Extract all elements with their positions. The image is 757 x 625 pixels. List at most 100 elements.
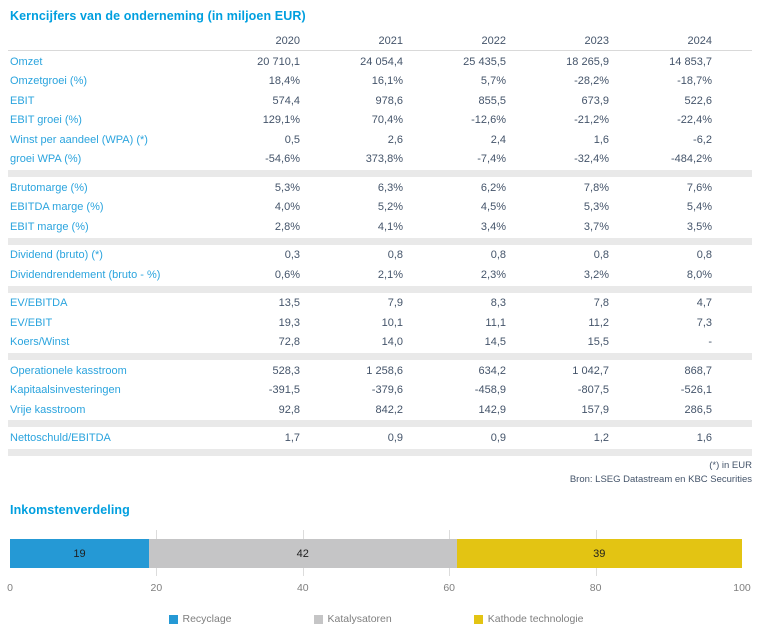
row-label-nettoschuld-ebitda: Nettoschuld/EBITDA (10, 432, 111, 445)
legend-label: Kathode technologie (487, 613, 584, 625)
key-figures-table: 2020 2021 2022 2023 2024 Omzet 20 710,1 24 054… (8, 31, 752, 456)
row-label-operationele-kasstroom: Operationele kasstroom (10, 364, 127, 377)
row-label-koers-winst: Koers/Winst (10, 336, 70, 349)
cell-value: 0,8 (593, 249, 609, 262)
cell-value: 70,4% (371, 114, 403, 127)
cell-value: -18,7% (677, 75, 712, 88)
cell-value: 3,4% (480, 220, 506, 233)
row-label-ev-ebit: EV/EBIT (10, 316, 53, 329)
section-divider (8, 352, 752, 360)
income-distribution-title: Inkomstenverdeling (10, 503, 130, 518)
cell-value: 1,7 (284, 432, 300, 445)
cell-value: 5,7% (480, 75, 506, 88)
cell-value: 157,9 (581, 403, 609, 416)
key-figures-title: Kerncijfers van de onderneming (in miljo… (10, 9, 306, 23)
section-divider (8, 237, 752, 245)
table-row: Dividend (bruto) (*) 0,3 0,8 0,8 0,8 0,8 (8, 246, 752, 265)
cell-value: 18,4% (268, 75, 300, 88)
year-header: 2020 (275, 34, 300, 47)
cell-value: 3,2% (583, 268, 609, 281)
table-row: Brutomarge (%) 5,3% 6,3% 6,2% 7,8% 7,6% (8, 178, 752, 197)
cell-value: 0,3 (284, 249, 300, 262)
cell-value: 15,5 (587, 336, 609, 349)
cell-value: 4,7 (696, 297, 712, 310)
cell-value: 20 710,1 (257, 55, 300, 68)
year-header: 2022 (481, 34, 506, 47)
cell-value: 0,8 (696, 249, 712, 262)
section-divider (8, 285, 752, 293)
table-row: Nettoschuld/EBITDA 1,7 0,9 0,9 1,2 1,6 (8, 428, 752, 447)
axis-tick-label: 0 (7, 582, 13, 595)
cell-value: 0,5 (284, 133, 300, 146)
cell-value: 574,4 (272, 94, 300, 107)
income-distribution-chart: 19 42 39 0 20 40 60 80 100 Recyclage Katalysator… (7, 530, 751, 625)
table-row: Winst per aandeel (WPA) (*) 0,5 2,6 2,4 1,6 -… (8, 130, 752, 149)
table-row: EV/EBITDA 13,5 7,9 8,3 7,8 4,7 (8, 294, 752, 313)
cell-value: -391,5 (268, 384, 300, 397)
cell-value: -379,6 (371, 384, 403, 397)
cell-value: 1 042,7 (572, 364, 609, 377)
row-label-dividend-bruto: Dividend (bruto) (*) (10, 249, 103, 262)
cell-value: 0,6% (274, 268, 300, 281)
cell-value: 14,5 (484, 336, 506, 349)
cell-value: -21,2% (574, 114, 609, 127)
cell-value: 6,3% (377, 181, 403, 194)
cell-value: 2,6 (387, 133, 403, 146)
cell-value: 5,3% (274, 181, 300, 194)
cell-value: 5,4% (686, 201, 712, 214)
row-label-vrije-kasstroom: Vrije kasstroom (10, 403, 86, 416)
cell-value: -32,4% (574, 153, 609, 166)
cell-value: -22,4% (677, 114, 712, 127)
cell-value: 7,6% (686, 181, 712, 194)
row-label-ebit-marge: EBIT marge (%) (10, 220, 89, 233)
cell-value: 0,9 (387, 432, 403, 445)
table-row: EBIT marge (%) 2,8% 4,1% 3,4% 3,7% 3,5% (8, 217, 752, 236)
cell-value: 7,8% (583, 181, 609, 194)
cell-value: 673,9 (581, 94, 609, 107)
bar-segment-recyclage: 19 (10, 539, 150, 569)
cell-value: 11,1 (485, 316, 506, 329)
legend-item-kathode-technologie: Kathode technologie (473, 613, 584, 625)
row-label-kapitaalsinvesteringen: Kapitaalsinvesteringen (10, 384, 121, 397)
cell-value: 868,7 (684, 364, 712, 377)
legend-swatch-katalysatoren (313, 614, 323, 624)
cell-value: -12,6% (471, 114, 506, 127)
legend-item-katalysatoren: Katalysatoren (313, 613, 392, 625)
cell-value: 11,2 (588, 316, 609, 329)
cell-value: 5,3% (583, 201, 609, 214)
axis-tick-label: 40 (296, 582, 309, 595)
cell-value: -7,4% (477, 153, 506, 166)
table-row: Omzet 20 710,1 24 054,4 25 435,5 18 265,9 14 … (8, 52, 752, 71)
axis-tick-label: 80 (589, 582, 602, 595)
cell-value: -458,9 (474, 384, 506, 397)
cell-value: 72,8 (278, 336, 300, 349)
cell-value: 528,3 (272, 364, 300, 377)
cell-value: 7,8 (593, 297, 609, 310)
cell-value: 19,3 (278, 316, 300, 329)
table-row: EBIT groei (%) 129,1% 70,4% -12,6% -21,2% -22… (8, 111, 752, 130)
cell-value: 855,5 (478, 94, 506, 107)
cell-value: -28,2% (574, 75, 609, 88)
cell-value: 25 435,5 (463, 55, 506, 68)
row-label-groei-wpa: groei WPA (%) (10, 153, 82, 166)
cell-value: 92,8 (278, 403, 300, 416)
cell-value: 0,8 (387, 249, 403, 262)
table-row: Koers/Winst 72,8 14,0 14,5 15,5 - (8, 332, 752, 351)
axis-tick-label: 100 (733, 582, 751, 595)
cell-value: 13,5 (278, 297, 300, 310)
cell-value: 4,0% (274, 201, 300, 214)
cell-value: 286,5 (684, 403, 712, 416)
plot-area: 19 42 39 (10, 530, 742, 577)
cell-value: 1 258,6 (366, 364, 403, 377)
cell-value: 634,2 (478, 364, 506, 377)
row-label-omzetgroei: Omzetgroei (%) (10, 75, 88, 88)
legend-item-recyclage: Recyclage (168, 613, 232, 625)
cell-value: 18 265,9 (566, 55, 609, 68)
cell-value: 3,5% (686, 220, 712, 233)
row-label-winst-per-aandeel-wpa: Winst per aandeel (WPA) (*) (10, 133, 148, 146)
x-axis: 0 20 40 60 80 100 (7, 582, 751, 597)
row-label-ebitda-marge: EBITDA marge (%) (10, 201, 104, 214)
axis-tick-label: 20 (150, 582, 163, 595)
cell-value: 2,8% (274, 220, 300, 233)
cell-value: 24 054,4 (360, 55, 403, 68)
